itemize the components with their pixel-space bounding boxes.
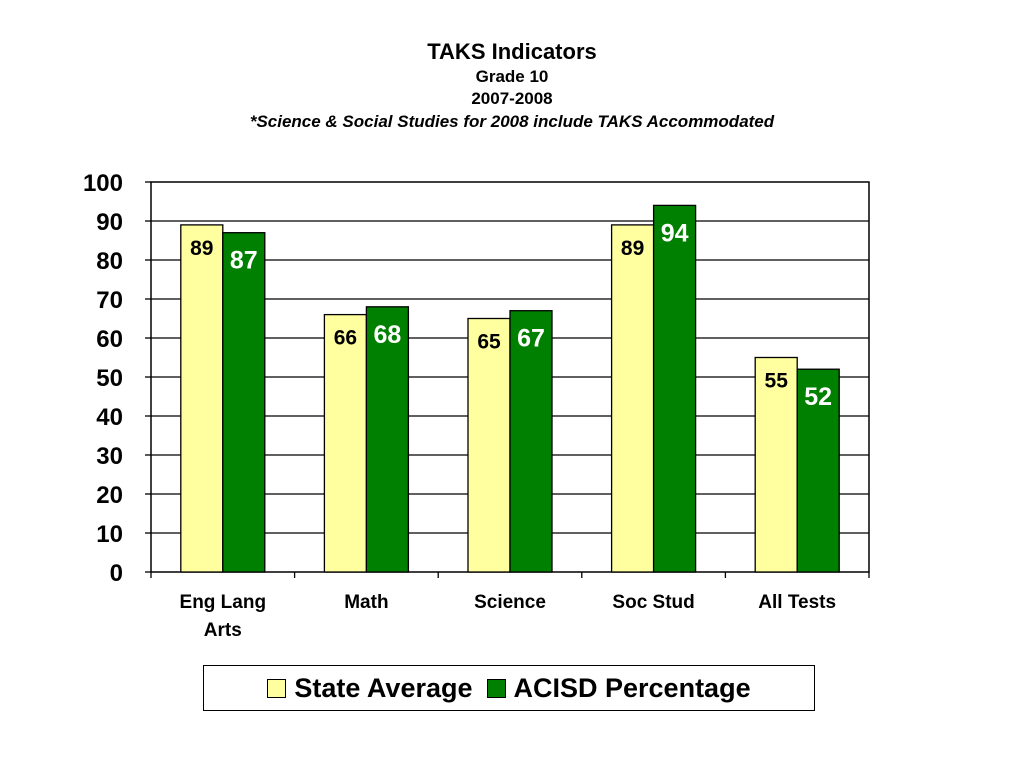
- legend-item-acisd-percentage: ACISD Percentage: [486, 672, 751, 704]
- legend-item-state-average: State Average: [267, 672, 473, 704]
- x-tick-label: Science: [474, 592, 546, 613]
- data-label-state-average: 89: [190, 237, 213, 260]
- legend-swatch-acisd-percentage: [486, 678, 506, 698]
- y-tick-label: 80: [96, 248, 123, 275]
- y-tick-label: 100: [83, 170, 123, 197]
- y-tick-label: 70: [96, 287, 123, 314]
- y-tick-label: 90: [96, 209, 123, 236]
- chart-subtitle-grade: Grade 10: [475, 67, 549, 86]
- chart-legend: State Average ACISD Percentage: [203, 665, 815, 711]
- data-label-acisd-percentage: 67: [517, 325, 545, 353]
- data-label-acisd-percentage: 87: [230, 247, 258, 275]
- x-tick-label: Soc Stud: [612, 592, 694, 613]
- y-tick-label: 0: [110, 560, 123, 587]
- data-label-state-average: 65: [477, 331, 501, 354]
- chart-title: TAKS Indicators: [427, 39, 597, 64]
- y-tick-label: 10: [96, 521, 123, 548]
- x-tick-label: All Tests: [758, 592, 836, 613]
- x-tick-label: Eng Lang: [180, 592, 267, 613]
- y-tick-label: 60: [96, 326, 123, 353]
- data-label-acisd-percentage: 52: [804, 383, 832, 411]
- chart-title-block: TAKS Indicators Grade 10 2007-2008 *Scie…: [0, 38, 1024, 134]
- bar-state-average: [180, 224, 224, 573]
- bar-acisd-percentage: [796, 368, 840, 573]
- x-tick-label: Arts: [204, 620, 242, 641]
- bar-chart: 0 10 20 30 40 50 60 70 80 90 100 Eng Lang Arts 89 87 Ma…: [83, 170, 870, 641]
- data-label-state-average: 55: [765, 370, 789, 393]
- data-label-state-average: 89: [621, 237, 644, 260]
- bar-state-average: [610, 224, 655, 573]
- bar-acisd-percentage: [509, 310, 553, 573]
- chart-footnote: *Science & Social Studies for 2008 inclu…: [249, 112, 775, 131]
- x-tick-label: Math: [344, 592, 388, 613]
- legend-label-state-average: State Average: [294, 672, 473, 703]
- data-label-acisd-percentage: 68: [373, 321, 401, 349]
- bar-acisd-percentage: [222, 232, 266, 573]
- y-tick-label: 50: [96, 365, 123, 392]
- data-label-acisd-percentage: 94: [661, 219, 689, 247]
- legend-swatch-state-average: [267, 678, 287, 698]
- legend-label-acisd-percentage: ACISD Percentage: [513, 672, 751, 703]
- bar-state-average: [467, 317, 511, 573]
- y-tick-label: 20: [96, 482, 123, 509]
- chart-subtitle-years: 2007-2008: [471, 89, 553, 108]
- y-tick-label: 40: [96, 404, 123, 431]
- bar-acisd-percentage: [365, 306, 410, 573]
- bar-acisd-percentage: [652, 204, 697, 573]
- bar-state-average: [323, 313, 368, 573]
- y-tick-label: 30: [96, 443, 123, 470]
- data-label-state-average: 66: [334, 327, 357, 350]
